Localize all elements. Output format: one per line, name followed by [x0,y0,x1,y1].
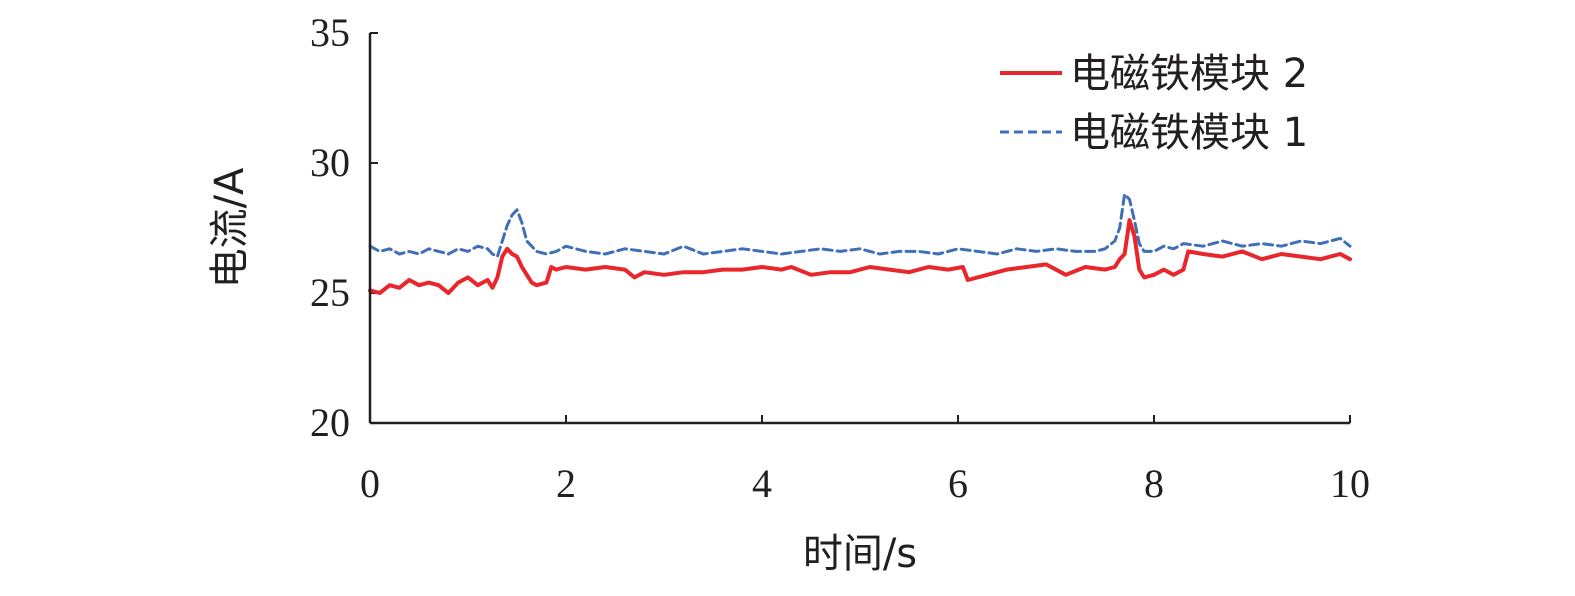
x-tick-label: 4 [752,461,772,506]
legend-entry-series-1: 电磁铁模块 2 [1000,51,1308,97]
y-axis-title: 电流/A [207,167,253,288]
series-line-1 [368,218,1352,295]
legend-label-series-1: 电磁铁模块 2 [1070,51,1308,97]
series-line-2 [368,192,1352,259]
legend-entry-series-2: 电磁铁模块 1 [1000,110,1308,156]
legend: 电磁铁模块 2 电磁铁模块 1 [1000,51,1308,156]
ticks-layer: 20 25 30 35 0 2 4 6 8 10 [310,10,1370,506]
axes-layer [368,33,1350,425]
x-tick-label: 6 [948,461,968,506]
y-tick-label: 20 [310,400,350,445]
y-tick-label: 25 [310,270,350,315]
x-axis-title: 时间/s [803,531,917,577]
y-tick-label: 30 [310,140,350,185]
x-tick-label: 2 [556,461,576,506]
x-tick-label: 10 [1330,461,1370,506]
series-layer [368,192,1352,295]
y-tick-label: 35 [310,10,350,55]
x-tick-label: 0 [360,461,380,506]
legend-label-series-2: 电磁铁模块 1 [1070,110,1308,156]
x-tick-label: 8 [1144,461,1164,506]
